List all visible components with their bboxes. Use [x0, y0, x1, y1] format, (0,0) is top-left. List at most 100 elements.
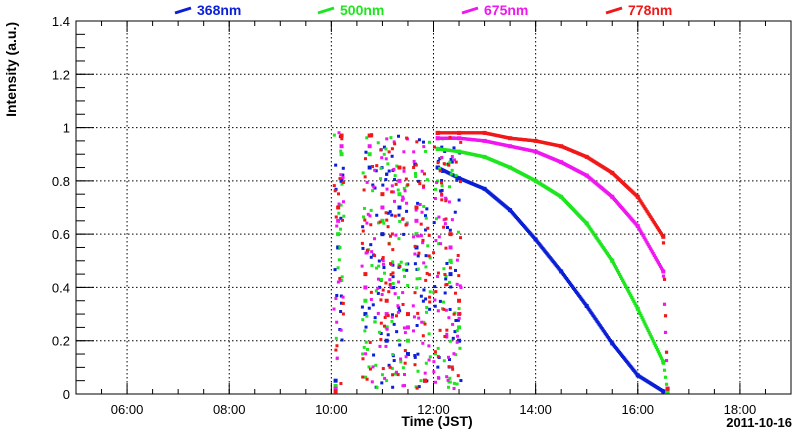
- data-point: [422, 320, 426, 324]
- data-point: [333, 189, 337, 193]
- data-point: [402, 166, 406, 170]
- data-point: [380, 293, 384, 297]
- data-point: [362, 188, 366, 192]
- data-point: [635, 224, 640, 229]
- data-point: [436, 274, 440, 278]
- data-point: [584, 304, 589, 309]
- data-point: [445, 332, 449, 336]
- data-point: [405, 136, 409, 140]
- data-point: [419, 222, 423, 226]
- data-point: [437, 215, 441, 219]
- data-point: [443, 222, 447, 226]
- data-point: [339, 178, 344, 183]
- data-point: [457, 316, 461, 320]
- data-point: [458, 180, 462, 184]
- data-point: [403, 361, 407, 365]
- data-point: [369, 243, 373, 247]
- legend-label: 778nm: [628, 2, 672, 18]
- data-point: [413, 291, 417, 295]
- data-point: [388, 365, 392, 369]
- data-point: [641, 233, 645, 238]
- legend-label: 368nm: [197, 2, 241, 18]
- data-point: [413, 262, 417, 266]
- data-point: [457, 307, 461, 311]
- data-point: [381, 367, 385, 371]
- data-point: [336, 232, 341, 237]
- data-point: [434, 239, 438, 243]
- data-point: [335, 293, 339, 297]
- data-point: [387, 363, 391, 367]
- data-point: [448, 266, 452, 270]
- data-point: [361, 375, 365, 379]
- data-point: [653, 255, 657, 259]
- data-point: [367, 144, 372, 149]
- data-point: [380, 381, 384, 385]
- data-point: [631, 297, 635, 302]
- data-point: [388, 278, 392, 282]
- data-point: [432, 360, 436, 364]
- data-point: [661, 389, 666, 394]
- data-point: [482, 130, 487, 135]
- data-point: [508, 144, 513, 149]
- data-point: [367, 133, 372, 138]
- data-point: [654, 345, 658, 350]
- data-point: [459, 285, 463, 289]
- data-point: [459, 379, 463, 383]
- data-point: [375, 386, 379, 390]
- data-point: [415, 324, 419, 328]
- data-point: [442, 359, 446, 363]
- data-point: [386, 314, 390, 318]
- data-point: [428, 307, 432, 311]
- data-point: [425, 271, 429, 275]
- data-point: [661, 234, 666, 239]
- data-point: [384, 298, 389, 303]
- data-point: [442, 307, 446, 311]
- data-point: [639, 313, 643, 318]
- data-point: [340, 278, 344, 282]
- data-point: [584, 173, 589, 178]
- data-point: [401, 291, 405, 295]
- data-point: [637, 309, 641, 313]
- data-point: [533, 149, 538, 154]
- data-point: [435, 146, 440, 151]
- data-point: [397, 338, 401, 342]
- data-point: [437, 235, 441, 239]
- data-point: [647, 244, 651, 248]
- data-point: [448, 358, 452, 362]
- y-tick-label: 0.8: [52, 174, 70, 189]
- data-point: [436, 355, 440, 359]
- data-point: [339, 133, 344, 138]
- data-point: [432, 251, 436, 255]
- data-point: [336, 218, 341, 223]
- data-point: [381, 183, 385, 187]
- data-point: [425, 310, 429, 314]
- data-point: [413, 363, 417, 367]
- data-point: [337, 202, 341, 206]
- data-point: [333, 384, 338, 389]
- data-point: [434, 187, 438, 191]
- data-point: [446, 226, 450, 230]
- data-point: [654, 257, 658, 261]
- legend-marker: [174, 6, 192, 15]
- data-point: [401, 366, 405, 370]
- data-point: [364, 150, 368, 154]
- data-point: [394, 233, 398, 237]
- data-point: [415, 286, 419, 290]
- data-point: [457, 136, 462, 141]
- data-points: [332, 130, 670, 394]
- data-point: [339, 173, 343, 177]
- data-point: [415, 277, 419, 281]
- data-point: [341, 166, 345, 170]
- data-point: [369, 297, 373, 301]
- data-point: [458, 346, 462, 350]
- data-point: [417, 385, 421, 389]
- data-point: [402, 186, 406, 190]
- data-point: [448, 272, 453, 277]
- data-point: [453, 330, 457, 334]
- data-point: [635, 306, 640, 311]
- data-point: [363, 329, 367, 333]
- data-point: [640, 316, 644, 320]
- data-point: [363, 312, 368, 317]
- data-point: [655, 347, 659, 352]
- data-point: [368, 367, 372, 371]
